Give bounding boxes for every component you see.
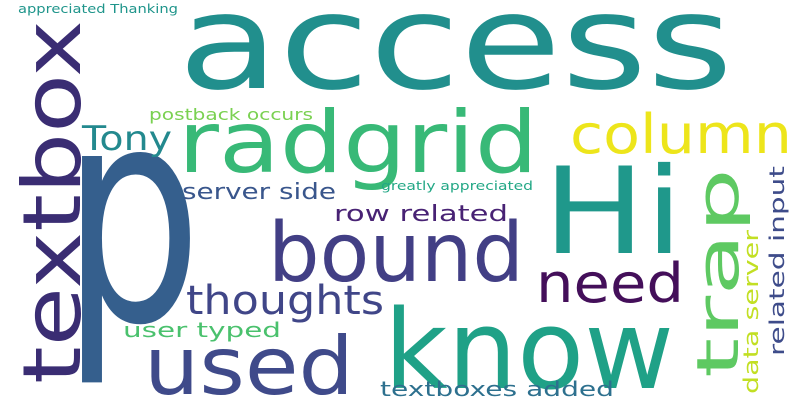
word-bound: bound [268, 206, 524, 301]
word-hi: Hi [543, 143, 683, 282]
word-access: access [178, 0, 733, 120]
word-tony: Tony [81, 119, 172, 159]
word-p: p [62, 42, 202, 391]
word-used: used [144, 320, 354, 400]
word-postback-occurs: postback occurs [149, 105, 313, 124]
word-need: need [536, 252, 684, 315]
word-greatly-appreciated: greatly appreciated [381, 179, 533, 193]
word-row-related: row related [334, 202, 508, 227]
word-data-server: data server [739, 229, 763, 394]
word-appreciated-thanking: appreciated Thanking [18, 2, 178, 16]
word-server-side: server side [182, 180, 336, 205]
word-column: column [570, 103, 792, 166]
word-radgrid: radgrid [178, 93, 538, 193]
word-related-input: related input [765, 166, 789, 356]
word-know: know [384, 286, 674, 400]
word-thoughts: thoughts [186, 278, 384, 324]
word-textbox: textbox [6, 20, 99, 384]
word-user-typed: user typed [123, 318, 281, 342]
word-textboxes-added: textboxes added [380, 377, 614, 400]
word-trap: trap [684, 168, 752, 378]
